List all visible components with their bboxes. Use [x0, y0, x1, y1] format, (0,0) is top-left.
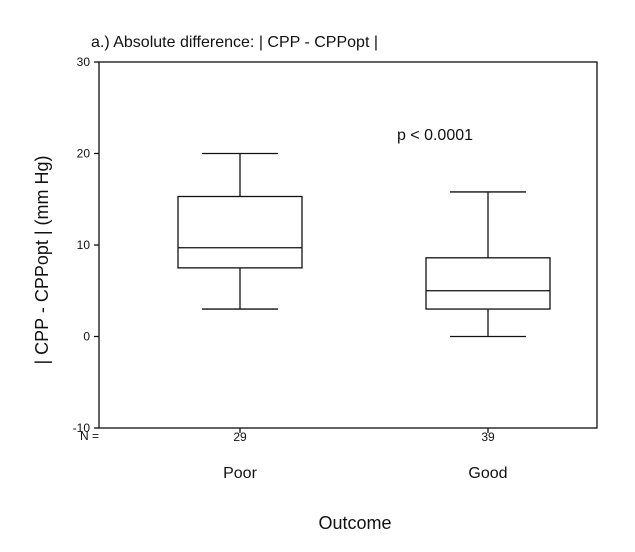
n-value-label: 39 [481, 430, 495, 444]
plot-area: -10 0 10 20 30 29 Poor 39 Good [73, 55, 598, 482]
n-label: N = [80, 429, 99, 443]
iqr-box-good [425, 257, 551, 310]
y-axis-label: | CPP - CPPopt | (mm Hg) [32, 155, 52, 364]
y-tick-label: 30 [77, 55, 91, 69]
p-value-annotation: p < 0.0001 [397, 127, 473, 144]
category-label: Poor [223, 465, 257, 482]
iqr-box-poor [177, 195, 303, 269]
y-tick-label: 0 [83, 330, 90, 344]
chart-title: a.) Absolute difference: | CPP - CPPopt … [91, 34, 378, 51]
y-tick-label: 20 [77, 147, 91, 161]
n-value-label: 29 [233, 430, 247, 444]
y-tick-label: -10 [73, 421, 91, 435]
x-axis-label: Outcome [318, 513, 391, 533]
y-tick-label: 10 [77, 238, 91, 252]
category-label: Good [468, 465, 507, 482]
plot-frame [98, 61, 598, 429]
